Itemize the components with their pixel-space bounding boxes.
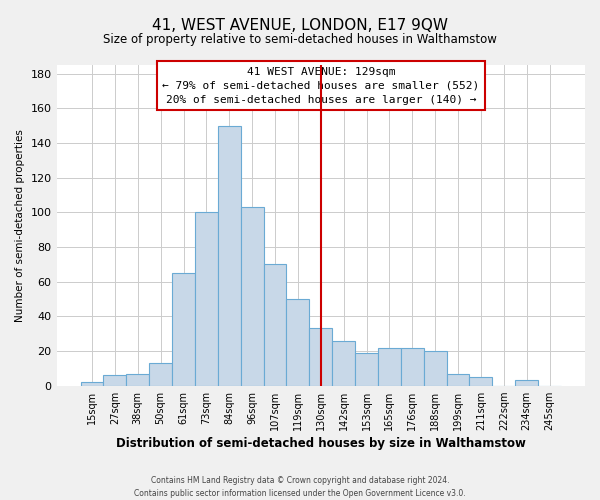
Bar [469,377,493,386]
Bar [446,374,469,386]
Bar [195,212,218,386]
Bar [172,273,195,386]
Bar [286,299,310,386]
Bar [263,264,286,386]
Bar [378,348,401,386]
Bar [149,363,172,386]
X-axis label: Distribution of semi-detached houses by size in Walthamstow: Distribution of semi-detached houses by … [116,437,526,450]
Bar [241,207,263,386]
Bar [332,340,355,386]
Bar [355,353,378,386]
Text: 41 WEST AVENUE: 129sqm
← 79% of semi-detached houses are smaller (552)
20% of se: 41 WEST AVENUE: 129sqm ← 79% of semi-det… [162,66,479,104]
Bar [80,382,103,386]
Y-axis label: Number of semi-detached properties: Number of semi-detached properties [15,129,25,322]
Text: 41, WEST AVENUE, LONDON, E17 9QW: 41, WEST AVENUE, LONDON, E17 9QW [152,18,448,32]
Bar [424,351,446,386]
Bar [218,126,241,386]
Bar [103,376,127,386]
Bar [127,374,149,386]
Text: Size of property relative to semi-detached houses in Walthamstow: Size of property relative to semi-detach… [103,32,497,46]
Bar [401,348,424,386]
Text: Contains HM Land Registry data © Crown copyright and database right 2024.
Contai: Contains HM Land Registry data © Crown c… [134,476,466,498]
Bar [515,380,538,386]
Bar [310,328,332,386]
